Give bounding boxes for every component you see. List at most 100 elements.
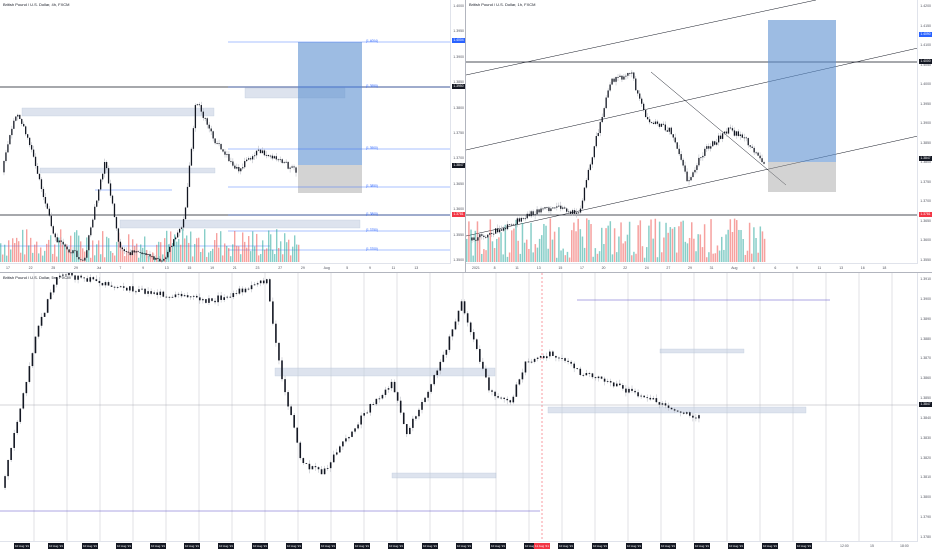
volume-bar <box>82 248 84 262</box>
candle-body <box>189 296 192 298</box>
candle-body <box>241 288 244 293</box>
time-axis[interactable]: 17 22 25 29 Jul 7 9 13 15 19 21 23 27 29 Aug 5 9 11 13 <box>0 263 451 272</box>
price-tick: 1.4000 <box>453 4 464 8</box>
candle-body <box>496 228 499 233</box>
chart-canvas-5m[interactable] <box>0 273 932 550</box>
volume-bar <box>22 229 24 262</box>
candle-body <box>747 138 749 146</box>
volume-bar <box>725 234 727 262</box>
volume-bar <box>288 239 290 262</box>
candle-body <box>40 316 43 326</box>
candle-body <box>637 392 639 397</box>
time-tick: 7 <box>119 266 122 270</box>
candle-body <box>660 123 663 127</box>
candle-body <box>281 360 283 380</box>
volume-bar <box>232 244 234 262</box>
volume-bar <box>94 255 96 262</box>
volume-bar <box>254 246 256 262</box>
candle-body <box>74 250 76 252</box>
candle-body <box>518 218 520 222</box>
volume-bar <box>40 247 42 262</box>
candle-body <box>273 156 275 159</box>
candle-body <box>38 173 41 180</box>
candle-body <box>153 256 155 260</box>
candle-body <box>643 103 645 111</box>
candle-body <box>234 165 236 169</box>
candle-body <box>593 146 595 158</box>
volume-bar <box>515 219 517 262</box>
date-tick: 10 Aug '21 <box>456 543 473 549</box>
price-scale[interactable]: 1.3910 1.3900 1.3890 1.3880 1.3870 1.3860 1.38… <box>917 273 932 542</box>
time-tick: 29 <box>688 266 692 270</box>
candle-body <box>500 397 502 399</box>
volume-bar <box>665 222 667 262</box>
price-scale[interactable]: 1.4000 1.3950 1.3900 1.3850 1.3800 1.3750 1.37… <box>450 0 465 264</box>
chart-pane-5m[interactable]: British Pound / U.S. Dollar, 5m, FXCM 1.… <box>0 273 932 550</box>
volume-bar <box>182 228 184 262</box>
chart-pane-1h[interactable]: British Pound / U.S. Dollar, 1h, FXCM 1.… <box>466 0 932 272</box>
candle-body <box>628 388 630 393</box>
volume-bar <box>736 220 738 262</box>
candle-body <box>544 207 546 209</box>
candle-body <box>43 312 46 317</box>
price-scale[interactable]: 1.4200 1.4150 1.4100 1.4050 1.4000 1.3950 1.39… <box>917 0 932 264</box>
candle-body <box>536 209 538 215</box>
candle-body <box>600 376 603 379</box>
volume-bar <box>108 238 110 262</box>
candle-body <box>743 137 745 139</box>
volume-bar <box>174 234 176 262</box>
candle-body <box>619 383 621 386</box>
candle-body <box>17 114 19 117</box>
candle-body <box>689 412 691 416</box>
candle-body <box>348 436 350 439</box>
candle-body <box>84 257 86 261</box>
time-tick: 27 <box>278 266 283 270</box>
time-tick: 17 <box>6 266 10 270</box>
time-tick: 9 <box>796 266 798 270</box>
volume-bar <box>14 243 16 262</box>
chart-canvas-1h[interactable] <box>466 0 932 272</box>
candle-body <box>686 171 688 182</box>
candle-body <box>101 173 104 180</box>
volume-bar <box>192 256 194 262</box>
candle-body <box>22 393 25 409</box>
time-tick: 29 <box>300 266 305 270</box>
pane-divider-vertical[interactable] <box>465 0 466 272</box>
volume-bar <box>100 254 102 262</box>
price-tick: 1.3860 <box>920 376 931 381</box>
candle-body <box>150 291 152 294</box>
candle-body <box>232 293 235 298</box>
volume-bar <box>558 227 560 262</box>
time-tick: 16 <box>860 266 865 270</box>
chart-canvas-4h[interactable] <box>0 0 465 272</box>
supply-demand-zone <box>39 167 216 174</box>
volume-bar <box>278 247 280 262</box>
time-tick: 18 <box>882 266 887 270</box>
time-axis[interactable]: 10 Aug '21 10 Aug '21 10 Aug '21 10 Aug '21… <box>0 541 918 550</box>
date-tick: 10 Aug '21 <box>286 543 303 549</box>
pane-title: British Pound / U.S. Dollar, 5m, FXCM <box>3 275 71 280</box>
chart-pane-4h[interactable]: British Pound / U.S. Dollar, 4h, FXCM 1.… <box>0 0 465 272</box>
volume-bar <box>38 253 40 262</box>
fib-level-label: (1.3750) <box>366 228 378 232</box>
time-tick: 29 <box>74 266 78 270</box>
volume-bar <box>16 237 18 262</box>
pane-divider-horizontal[interactable] <box>0 272 932 273</box>
candle-body <box>625 75 627 77</box>
candle-body <box>141 288 143 290</box>
price-tick: 1.3800 <box>920 495 931 500</box>
candle-body <box>573 363 575 369</box>
volume-bar <box>723 249 725 262</box>
candle-body <box>721 133 724 139</box>
candle-body <box>180 293 183 297</box>
candle-body <box>248 158 250 160</box>
time-axis[interactable]: 2021 8 11 13 15 17 20 22 24 27 29 31 Aug 4 6 9 11 13 16 18 <box>466 263 918 272</box>
price-tick: 1.3780 <box>920 535 931 539</box>
candle-body <box>28 366 31 382</box>
candle-body <box>623 76 625 80</box>
candle-body <box>741 134 743 138</box>
volume-bar <box>54 244 56 262</box>
candle-body <box>619 75 621 78</box>
volume-bar <box>603 243 605 262</box>
candle-body <box>173 239 175 247</box>
